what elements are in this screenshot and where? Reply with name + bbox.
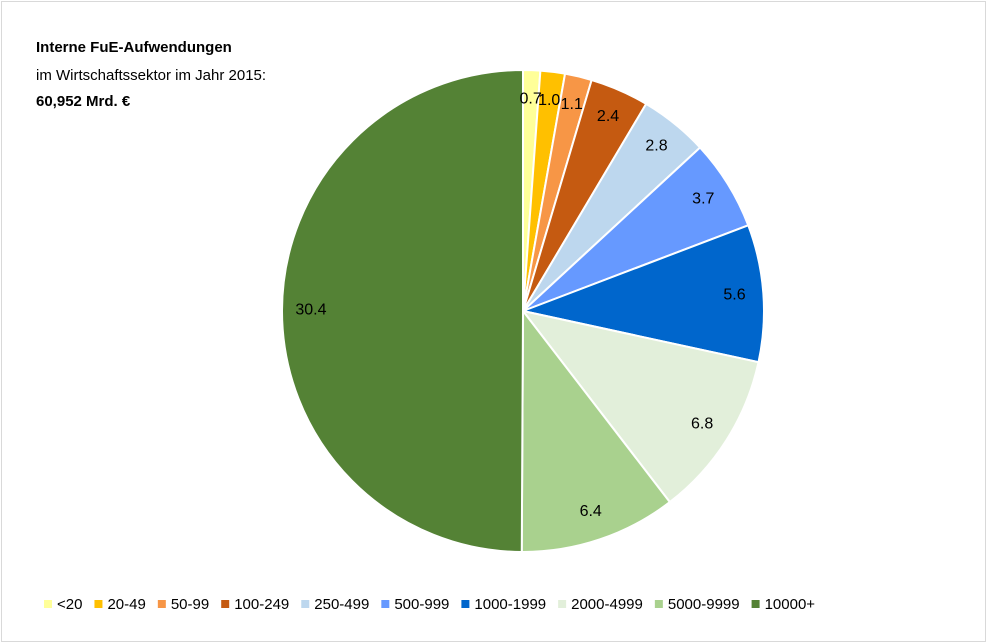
legend-label: 10000+ bbox=[765, 596, 816, 613]
legend-label: 20-49 bbox=[107, 596, 145, 613]
legend-marker bbox=[157, 600, 166, 608]
legend-label: 500-999 bbox=[394, 596, 449, 613]
legend-label: 100-249 bbox=[234, 596, 289, 613]
data-label: 0.7 bbox=[520, 90, 542, 107]
data-label: 3.7 bbox=[692, 191, 714, 208]
total-annotation: 60,952 Mrd. € bbox=[36, 93, 131, 110]
data-label: 2.4 bbox=[597, 108, 619, 125]
legend-label: 250-499 bbox=[314, 596, 369, 613]
legend-label: 2000-4999 bbox=[571, 596, 643, 613]
legend-marker bbox=[221, 600, 230, 608]
legend-label: 50-99 bbox=[171, 596, 209, 613]
legend-marker bbox=[461, 600, 470, 608]
data-label: 30.4 bbox=[295, 302, 326, 319]
data-label: 1.1 bbox=[561, 96, 583, 113]
legend-marker bbox=[381, 600, 390, 608]
legend-marker bbox=[654, 600, 663, 608]
pie-slice bbox=[520, 309, 760, 504]
pie-slice bbox=[281, 68, 524, 554]
legend-marker bbox=[558, 600, 567, 608]
legend-marker bbox=[751, 600, 760, 608]
data-label: 2.8 bbox=[645, 137, 667, 154]
pie-slice bbox=[520, 308, 672, 553]
data-label: 5.6 bbox=[723, 286, 745, 303]
legend-label: 5000-9999 bbox=[668, 596, 740, 613]
data-label: 6.4 bbox=[580, 503, 602, 520]
data-label: 1.0 bbox=[538, 92, 560, 109]
pie-slice bbox=[519, 223, 765, 364]
data-label: 6.8 bbox=[691, 416, 713, 433]
legend-label: 1000-1999 bbox=[474, 596, 546, 613]
legend-marker bbox=[94, 600, 103, 608]
chart-subtitle: im Wirtschaftssektor im Jahr 2015: bbox=[36, 67, 266, 84]
chart-title: Interne FuE-Aufwendungen bbox=[36, 39, 232, 56]
legend-marker bbox=[44, 600, 52, 608]
legend-label: <20 bbox=[57, 596, 82, 613]
legend-marker bbox=[301, 600, 310, 608]
